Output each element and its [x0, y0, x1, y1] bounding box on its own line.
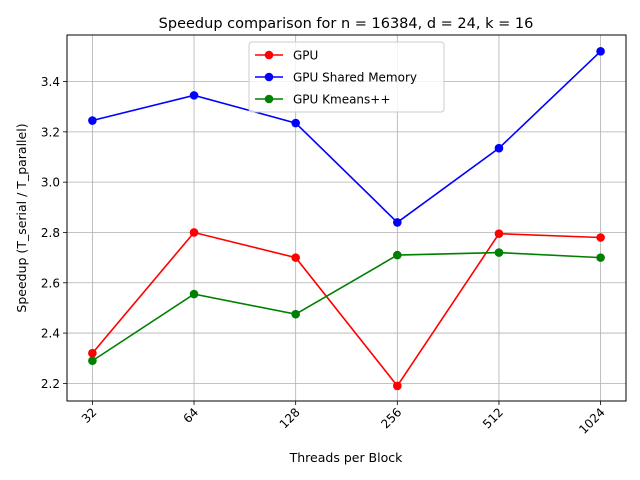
- legend-entry-label: GPU: [293, 49, 318, 63]
- y-axis-label: Speedup (T_serial / T_parallel): [14, 123, 29, 312]
- series-line: [92, 50, 602, 224]
- legend-swatch-marker: [264, 94, 274, 104]
- x-axis-label: Threads per Block: [289, 450, 403, 465]
- data-point: [596, 47, 605, 56]
- data-point: [393, 218, 402, 227]
- series-gpu: [88, 228, 605, 391]
- y-tick-label: 2.4: [41, 327, 60, 341]
- legend-entry-label: GPU Shared Memory: [293, 71, 417, 85]
- data-point: [88, 116, 97, 125]
- plot-frame: [66, 34, 627, 402]
- series-gpu-kmeans-: [88, 248, 605, 366]
- data-point: [189, 289, 199, 299]
- data-point: [393, 250, 402, 260]
- y-tick-label: 2.6: [41, 276, 60, 290]
- legend: GPU GPU Shared Memory GPU Kmeans++: [248, 41, 445, 113]
- data-point: [494, 248, 504, 257]
- data-point: [189, 91, 199, 100]
- y-tick-label: 3.0: [41, 176, 60, 190]
- data-point: [596, 253, 605, 262]
- y-tick-label: 2.2: [41, 377, 60, 391]
- y-tick-label: 3.4: [41, 75, 60, 89]
- chart-title: Speedup comparison for n = 16384, d = 24…: [159, 16, 534, 32]
- series-layer: [88, 47, 605, 391]
- data-point: [494, 143, 504, 153]
- data-point: [596, 233, 605, 242]
- legend-swatch-marker: [264, 72, 274, 82]
- series-line: [91, 251, 601, 362]
- legend-swatch-marker: [264, 50, 274, 60]
- data-point: [88, 356, 97, 366]
- y-tick-label: 3.2: [41, 125, 60, 139]
- y-tick-label: 2.8: [41, 226, 60, 240]
- data-point: [189, 228, 199, 237]
- y-axis-ticks: 2.2 2.4 2.6 2.8 3.0 3.2 3.4: [41, 75, 67, 391]
- data-point: [393, 381, 402, 391]
- data-point: [291, 118, 300, 128]
- legend-box: [248, 41, 445, 113]
- data-point: [494, 229, 504, 239]
- data-point: [88, 348, 97, 358]
- legend-entry-label: GPU Kmeans++: [293, 93, 390, 107]
- data-point: [291, 309, 300, 319]
- data-point: [291, 253, 300, 262]
- series-gpu-shared-memory: [88, 47, 605, 227]
- series-line: [91, 231, 601, 388]
